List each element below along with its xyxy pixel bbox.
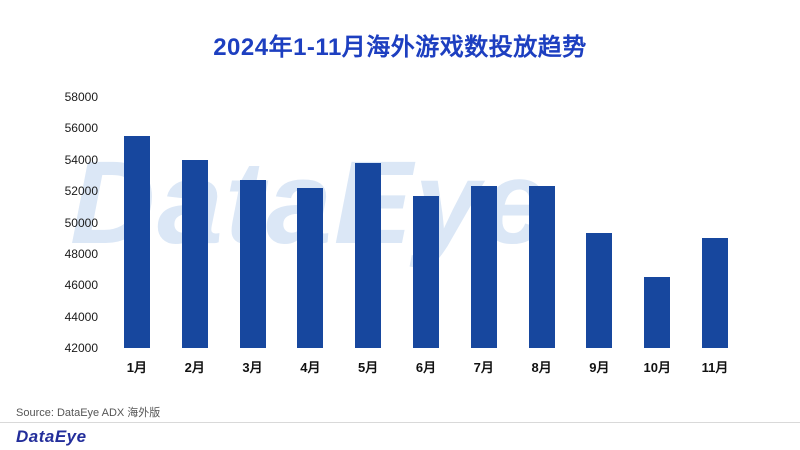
bar-2月 bbox=[181, 159, 208, 348]
bar-slot bbox=[166, 97, 224, 348]
bar-slot bbox=[339, 97, 397, 348]
y-tick-label: 54000 bbox=[64, 152, 98, 167]
y-tick-label: 48000 bbox=[64, 246, 98, 261]
x-tick-label: 10月 bbox=[643, 360, 671, 375]
x-tick-label: 8月 bbox=[531, 360, 552, 375]
bar-7月 bbox=[470, 186, 497, 348]
bar-slot bbox=[224, 97, 282, 348]
footer-bar: DataEye bbox=[0, 422, 800, 450]
x-tick-label: 11月 bbox=[701, 360, 729, 375]
dataeye-logo: DataEye bbox=[16, 426, 87, 446]
bar-slot bbox=[397, 97, 455, 348]
x-tick-label: 1月 bbox=[126, 360, 148, 375]
x-axis: 1月 2月 3月 4月 5月 6月 7月 8月 9月 10月 11月 bbox=[108, 357, 744, 376]
bar-10月 bbox=[644, 277, 671, 348]
bar-slot bbox=[108, 97, 166, 348]
y-tick-label: 44000 bbox=[64, 309, 98, 324]
bar-5月 bbox=[355, 162, 382, 348]
x-tick-label: 4月 bbox=[300, 360, 321, 375]
x-tick-label: 5月 bbox=[358, 360, 379, 375]
bar-6月 bbox=[412, 195, 439, 348]
x-tick-label: 3月 bbox=[242, 360, 263, 375]
y-tick-label: 58000 bbox=[64, 90, 98, 104]
x-tick-label: 6月 bbox=[415, 360, 437, 375]
bar-slot bbox=[455, 97, 513, 348]
x-tick-label: 9月 bbox=[589, 360, 610, 375]
y-tick-label: 50000 bbox=[64, 215, 98, 230]
bar-9月 bbox=[586, 233, 613, 348]
bar-11月 bbox=[702, 238, 729, 348]
bar-1月 bbox=[123, 136, 150, 348]
bar-3月 bbox=[239, 180, 266, 348]
bar-8月 bbox=[528, 186, 555, 348]
x-tick-label: 7月 bbox=[473, 360, 494, 375]
plot-area bbox=[108, 97, 744, 348]
chart-title: 2024年1-11月海外游戏数投放趋势 bbox=[213, 34, 587, 61]
bar-slot bbox=[686, 97, 744, 348]
y-tick-label: 46000 bbox=[64, 278, 98, 293]
y-tick-label: 56000 bbox=[64, 121, 98, 136]
bar-slot bbox=[281, 97, 339, 348]
bar-slot bbox=[628, 97, 686, 348]
y-tick-label: 52000 bbox=[64, 184, 98, 199]
y-axis: 42000 44000 46000 48000 50000 52000 54000 56000… bbox=[44, 90, 98, 355]
bar-slot bbox=[571, 97, 629, 348]
x-tick-label: 2月 bbox=[184, 360, 205, 375]
bar-4月 bbox=[297, 188, 324, 348]
source-note: Source: DataEye ADX 海外版 bbox=[16, 407, 161, 419]
bar-slot bbox=[513, 97, 571, 348]
y-tick-label: 42000 bbox=[64, 341, 98, 355]
